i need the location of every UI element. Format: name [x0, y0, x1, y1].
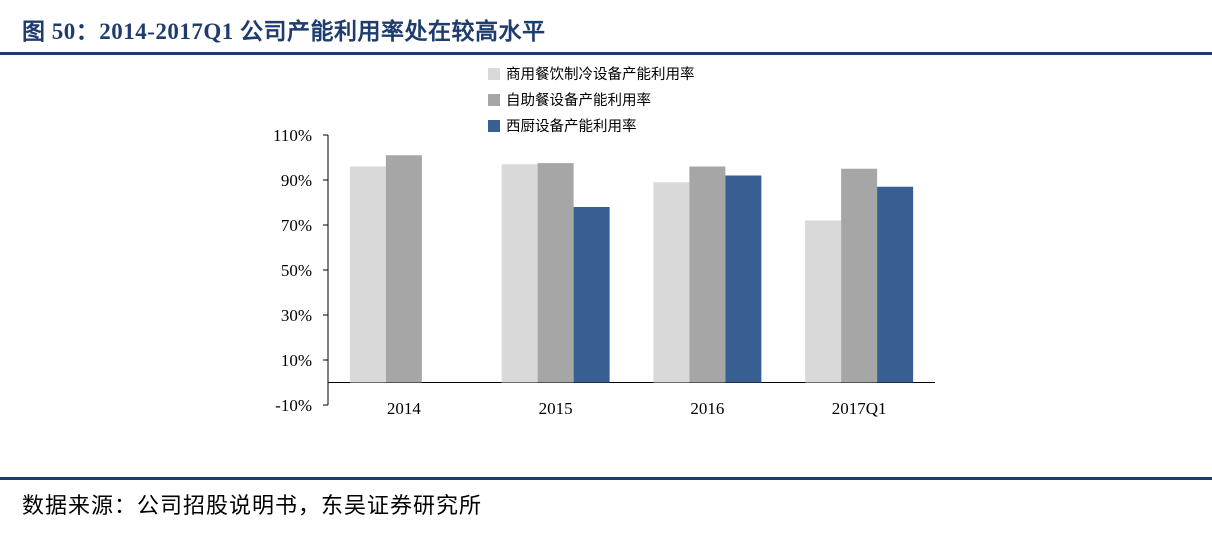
x-tick-label: 2016 — [690, 399, 724, 418]
x-tick-label: 2017Q1 — [832, 399, 887, 418]
legend-swatch — [488, 68, 500, 80]
legend-label: 商用餐饮制冷设备产能利用率 — [506, 66, 695, 83]
y-tick-label: 90% — [281, 171, 312, 190]
figure-title: 图 50：2014-2017Q1 公司产能利用率处在较高水平 — [22, 19, 546, 44]
bar — [689, 166, 726, 383]
bottom-divider — [0, 477, 1212, 480]
legend-swatch — [488, 120, 500, 132]
bar — [841, 168, 878, 383]
bar — [653, 182, 690, 383]
y-tick-label: 110% — [273, 126, 312, 145]
y-tick-label: 30% — [281, 306, 312, 325]
bar — [349, 166, 386, 383]
legend-label: 西厨设备产能利用率 — [506, 118, 637, 135]
x-tick-label: 2014 — [387, 399, 422, 418]
source-note: 数据来源：公司招股说明书，东吴证券研究所 — [22, 493, 483, 518]
bar — [537, 163, 574, 383]
bar — [725, 175, 762, 383]
legend-label: 自助餐设备产能利用率 — [506, 92, 651, 109]
x-tick-label: 2015 — [539, 399, 573, 418]
bar — [877, 186, 914, 383]
bar — [385, 155, 422, 383]
legend-swatch — [488, 94, 500, 106]
y-tick-label: -10% — [275, 396, 312, 415]
bar — [805, 220, 842, 383]
top-divider — [0, 52, 1212, 55]
y-tick-label: 10% — [281, 351, 312, 370]
y-tick-label: 70% — [281, 216, 312, 235]
bar-chart: -10% 10% 30% 50% 70% 90% 110% 2014 2015 2016 2017Q… — [273, 66, 935, 418]
y-tick-label: 50% — [281, 261, 312, 280]
bar — [501, 164, 538, 383]
bar — [573, 207, 610, 383]
